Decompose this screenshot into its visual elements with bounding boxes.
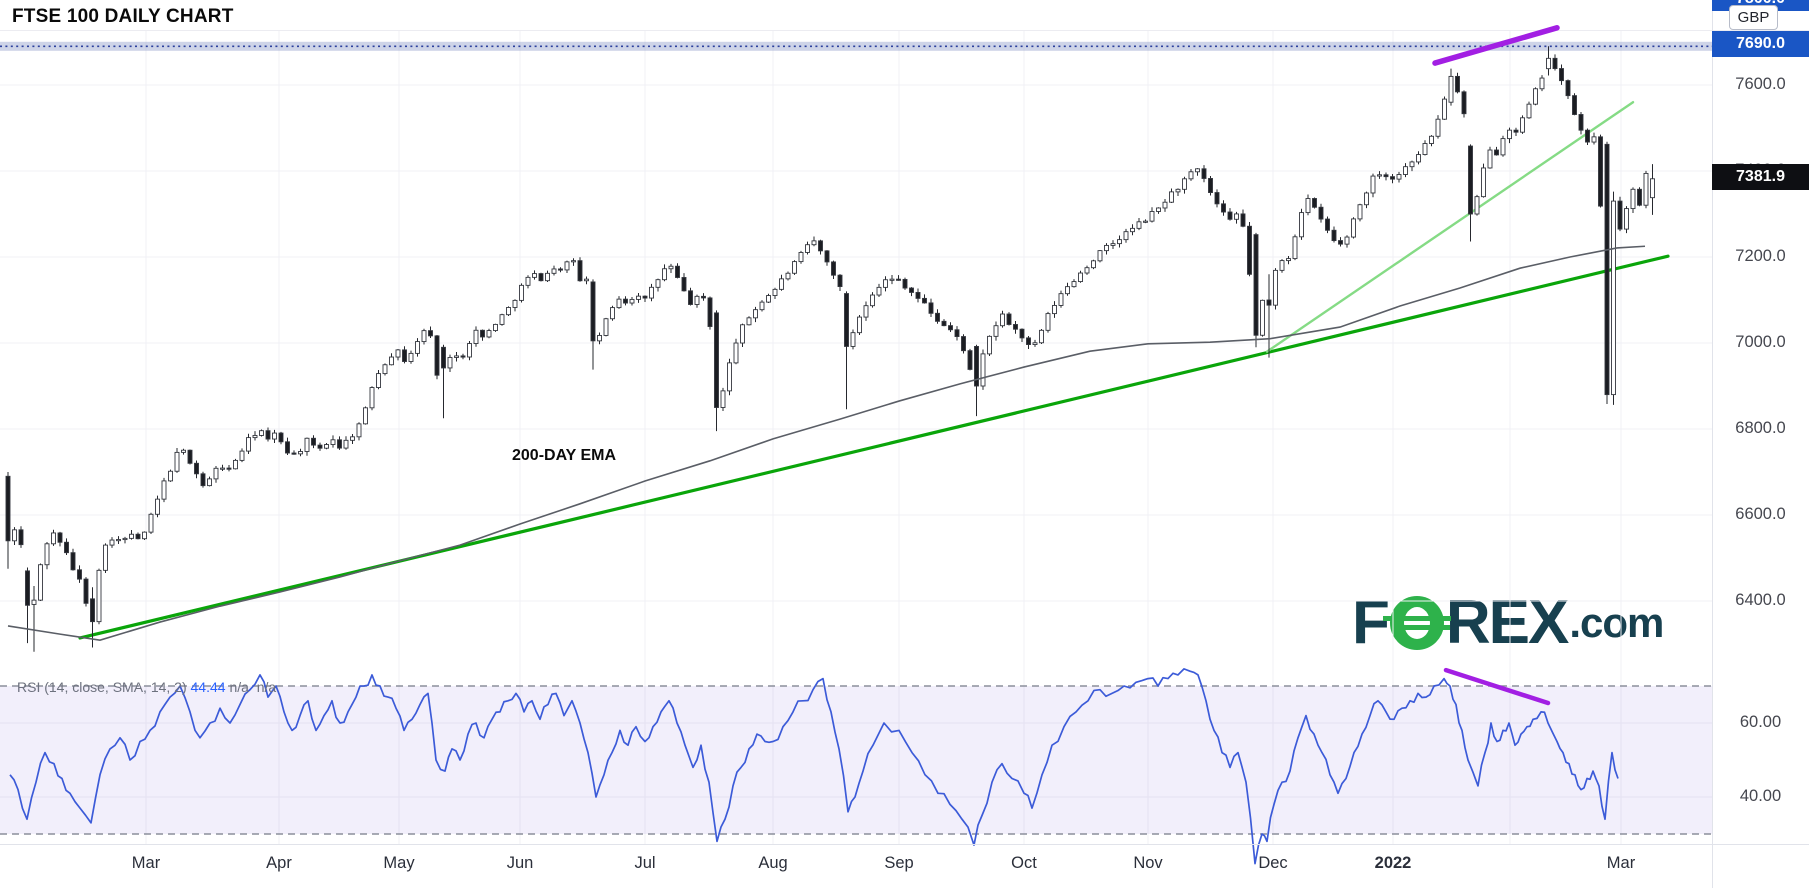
- level-line-7690[interactable]: [0, 41, 1809, 51]
- rsi-tick-40: 40.00: [1739, 787, 1782, 805]
- time-label-aug: Aug: [758, 854, 788, 872]
- last-price-badge: 7381.9: [1712, 164, 1809, 190]
- secondary-uptrend[interactable]: [1265, 100, 1635, 353]
- time-label-jul: Jul: [634, 854, 656, 872]
- rsi-divergence-line[interactable]: [1443, 667, 1551, 706]
- time-label-sep: Sep: [884, 854, 914, 872]
- ema-annotation-label: 200-DAY EMA: [512, 447, 617, 464]
- time-label-mar: Mar: [1606, 854, 1636, 872]
- rsi-zone: [0, 686, 1712, 834]
- logo-dot-com: .com: [1569, 599, 1664, 646]
- forex-o-icon: [1382, 596, 1451, 650]
- level-7690-badge: 7690.0: [1712, 31, 1809, 57]
- rsi-indicator-name: RSI (14, close, SMA, 14, 2): [17, 679, 187, 695]
- time-label-2022: 2022: [1374, 854, 1412, 872]
- time-label-oct: Oct: [1011, 854, 1037, 872]
- time-label-jun: Jun: [506, 854, 534, 872]
- rsi-indicator-value: 44.44: [190, 679, 226, 695]
- price-axis-divider: [1712, 0, 1713, 888]
- price-tick-7000: 7000.0: [1735, 333, 1786, 351]
- time-label-may: May: [383, 854, 415, 872]
- logo-letter-f: F: [1352, 588, 1390, 657]
- price-tick-6400: 6400.0: [1735, 591, 1786, 609]
- time-label-dec: Dec: [1258, 854, 1288, 872]
- time-axis-divider: [0, 844, 1809, 845]
- time-label-apr: Apr: [266, 854, 292, 872]
- rsi-tick-60: 60.00: [1739, 713, 1782, 731]
- ema-200-line[interactable]: [7, 245, 1646, 641]
- logo-letters-rex: REX: [1445, 588, 1569, 657]
- rsi-indicator-na: n/a n/a: [225, 679, 277, 695]
- forex-com-logo: F REX .com: [1352, 588, 1664, 657]
- primary-uptrend[interactable]: [78, 254, 1670, 640]
- pane-top-border: [0, 30, 1809, 31]
- rsi-indicator-label[interactable]: RSI (14, close, SMA, 14, 2) 44.44 n/a n/…: [17, 679, 276, 695]
- top-resistance[interactable]: [1432, 25, 1560, 66]
- gridlines: [0, 31, 1712, 844]
- price-tick-6800: 6800.0: [1735, 419, 1786, 437]
- page-title: FTSE 100 DAILY CHART: [12, 6, 234, 27]
- time-label-mar: Mar: [131, 854, 161, 872]
- rsi-line[interactable]: [9, 668, 1619, 865]
- time-label-nov: Nov: [1133, 854, 1163, 872]
- candlestick-series: [5, 46, 1655, 652]
- price-tick-6600: 6600.0: [1735, 505, 1786, 523]
- price-tick-7600: 7600.0: [1735, 75, 1786, 93]
- currency-gbp-button[interactable]: GBP: [1729, 5, 1778, 30]
- price-tick-7200: 7200.0: [1735, 247, 1786, 265]
